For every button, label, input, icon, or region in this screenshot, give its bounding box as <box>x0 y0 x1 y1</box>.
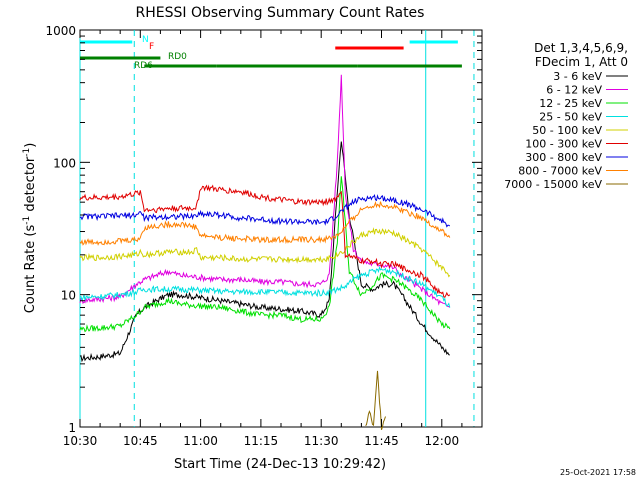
y-tick-label: 1000 <box>45 24 76 38</box>
series-line <box>79 200 451 246</box>
series-line <box>79 227 451 278</box>
legend-header-2: FDecim 1, Att 0 <box>535 55 628 69</box>
flag-label-n: N <box>142 35 149 45</box>
legend: Det 1,3,4,5,6,9, FDecim 1, Att 0 3 - 6 k… <box>504 41 628 191</box>
x-tick-label: 11:00 <box>183 434 218 448</box>
y-axis-label: Count Rate (s-1 detector-1) <box>22 143 38 314</box>
x-ticks: 10:30 10:45 11:00 11:15 11:30 11:45 12:00 <box>63 30 463 448</box>
x-axis-label: Start Time (24-Dec-13 10:29:42) <box>174 457 386 472</box>
y-ticks: 1 10 100 1000 <box>45 24 482 435</box>
legend-item-label: 7000 - 15000 keV <box>504 178 602 191</box>
series-line <box>79 74 451 308</box>
flags-layer: NF RD0 RD6 <box>80 35 462 71</box>
legend-item-label: 25 - 50 keV <box>539 111 602 124</box>
series-line <box>79 176 451 333</box>
series-line <box>365 370 386 431</box>
flag-label-rd6: RD6 <box>134 61 153 71</box>
markers-layer <box>79 30 475 427</box>
series-line <box>79 194 451 228</box>
flag-label-rd0: RD0 <box>168 52 187 62</box>
legend-item-label: 300 - 800 keV <box>525 151 602 164</box>
y-tick-label: 1 <box>68 421 76 435</box>
x-tick-label: 10:30 <box>63 434 98 448</box>
series-line <box>79 141 450 363</box>
series-line <box>79 184 451 298</box>
legend-item-label: 6 - 12 keV <box>546 84 602 97</box>
legend-item-label: 100 - 300 keV <box>525 138 602 151</box>
legend-item-label: 800 - 7000 keV <box>518 165 602 178</box>
legend-item-label: 3 - 6 keV <box>553 70 602 83</box>
x-tick-label: 11:15 <box>244 434 279 448</box>
flag-label-f: F <box>149 42 154 52</box>
x-tick-label: 10:45 <box>123 434 158 448</box>
x-tick-label: 11:30 <box>304 434 339 448</box>
plot-frame <box>79 29 483 428</box>
legend-item-label: 12 - 25 keV <box>539 97 602 110</box>
series-line <box>79 265 451 308</box>
x-tick-label: 11:45 <box>364 434 399 448</box>
legend-header-1: Det 1,3,4,5,6,9, <box>534 41 628 55</box>
footer-timestamp: 25-Oct-2021 17:58 <box>560 468 636 477</box>
legend-item-label: 50 - 100 keV <box>532 124 602 137</box>
chart-title: RHESSI Observing Summary Count Rates <box>136 5 425 21</box>
y-tick-label: 10 <box>61 289 76 303</box>
series-layer <box>79 74 451 431</box>
y-tick-label: 100 <box>53 156 76 170</box>
x-tick-label: 12:00 <box>425 434 460 448</box>
